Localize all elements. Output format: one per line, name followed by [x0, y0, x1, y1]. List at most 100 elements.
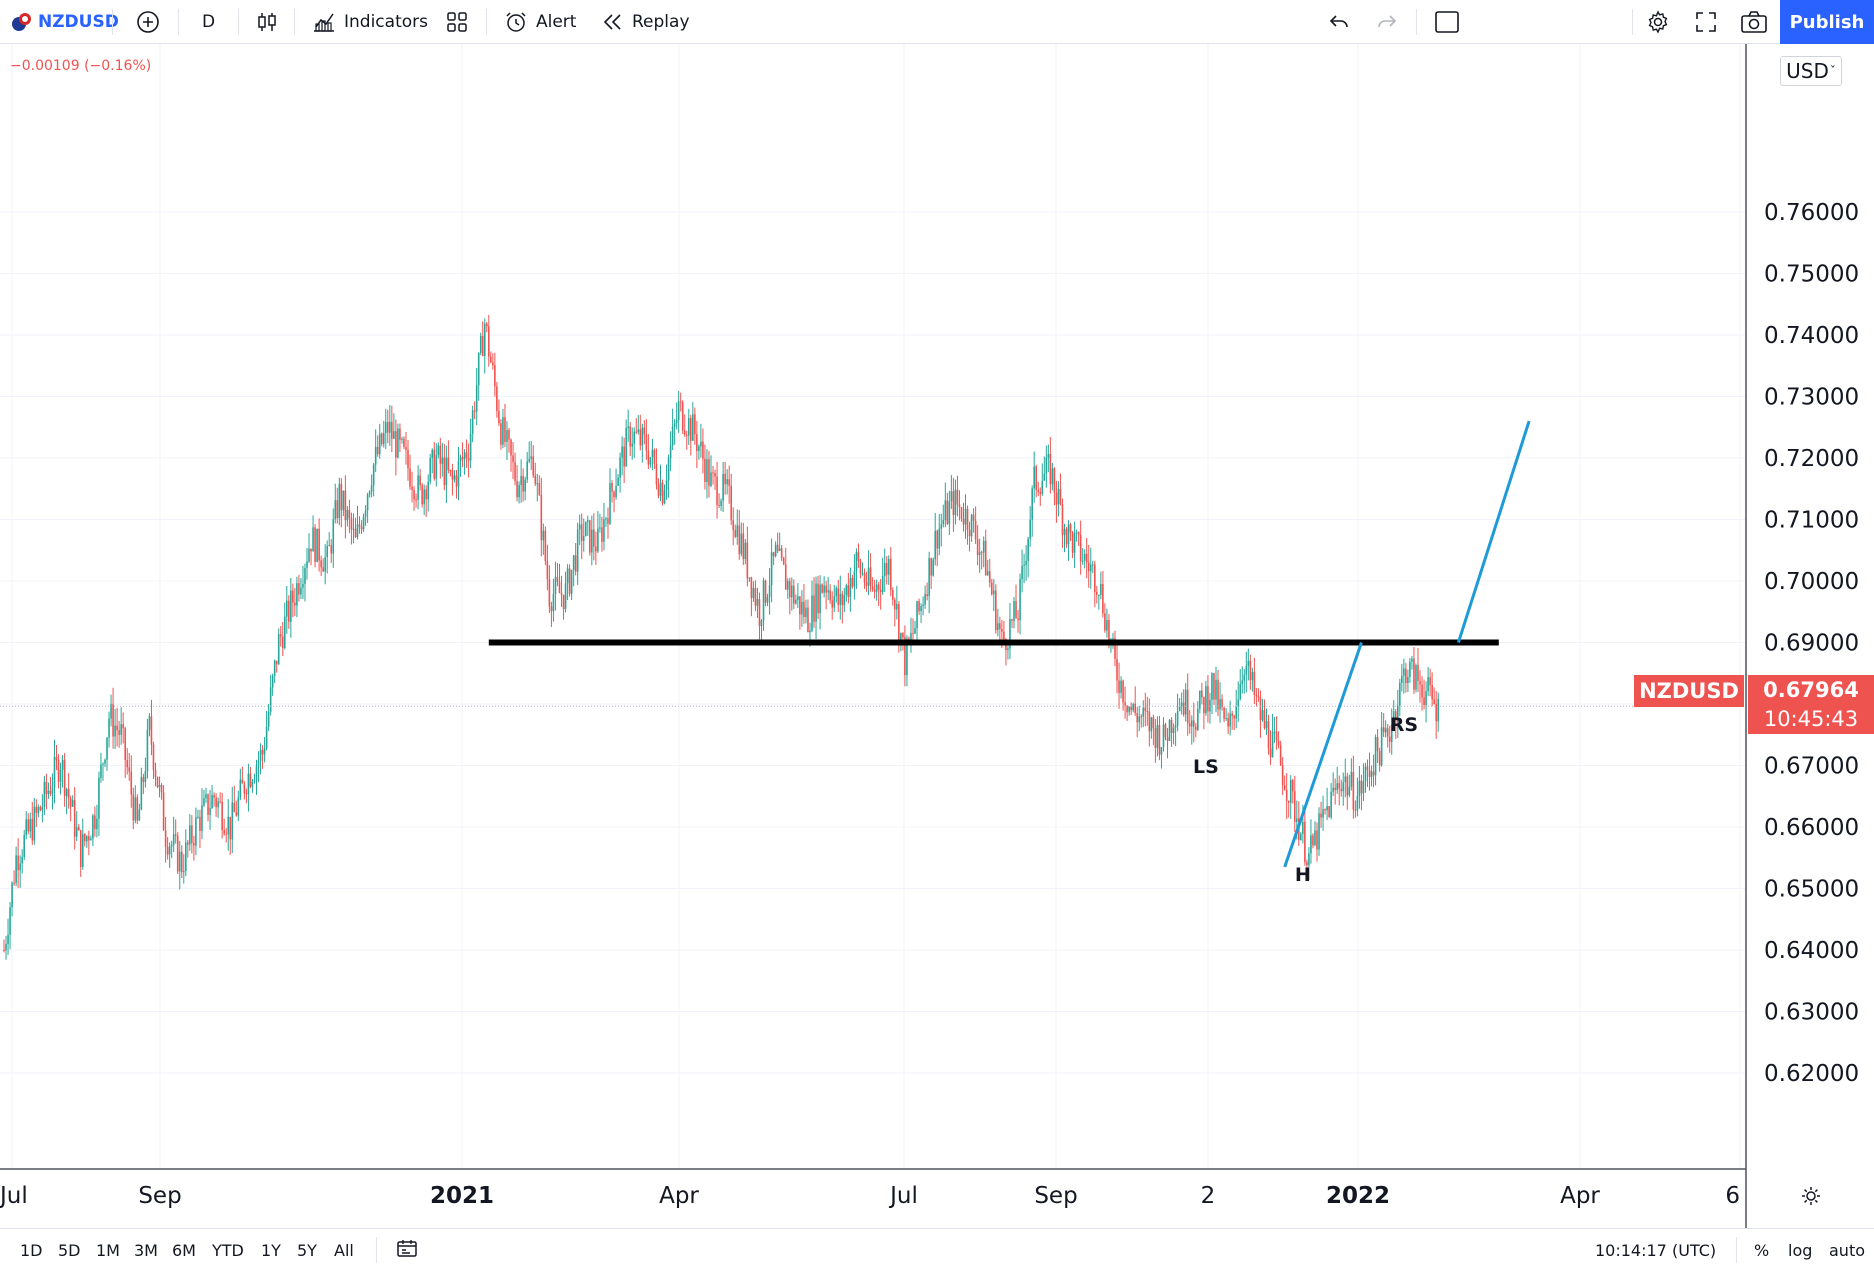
candle-body	[681, 402, 684, 431]
candle-body	[338, 483, 341, 519]
candle-body	[320, 560, 322, 568]
candle-body	[239, 779, 242, 798]
candle-body	[988, 571, 991, 583]
candle-body	[825, 585, 827, 593]
alert-button[interactable]: Alert	[504, 0, 576, 44]
time-axis-settings-button[interactable]	[1800, 1174, 1822, 1218]
fullscreen-button[interactable]	[1695, 0, 1717, 44]
candle-body	[217, 801, 219, 808]
price-tick-label: 0.76000	[1764, 200, 1859, 226]
fullscreen-icon	[1695, 11, 1717, 33]
candle-body	[900, 633, 902, 642]
clock-time-label[interactable]: 10:14:17 (UTC)	[1595, 1240, 1717, 1260]
candle-body	[277, 634, 280, 665]
candle-body	[1146, 711, 1149, 713]
range-5d-button[interactable]: 5D	[58, 1240, 81, 1260]
price-chart[interactable]: LS H RS 0.76000 0.75000 0.74000 0.73000 0.7200…	[0, 44, 1874, 1228]
candle-body	[847, 585, 850, 597]
price-tick-label: 0.64000	[1764, 938, 1859, 964]
candle-body	[1162, 724, 1165, 748]
candle-body	[873, 589, 876, 592]
range-3m-button[interactable]: 3M	[134, 1240, 158, 1260]
candle-body	[617, 477, 619, 486]
candle-body	[1094, 564, 1096, 592]
range-5y-button[interactable]: 5Y	[297, 1240, 317, 1260]
plus-circle-icon	[136, 10, 160, 34]
settings-button[interactable]	[1646, 0, 1670, 44]
candle-body	[1249, 660, 1252, 681]
candle-body	[653, 449, 656, 464]
candle-body	[770, 552, 773, 586]
currency-select[interactable]: USD ˇ	[1780, 56, 1842, 86]
candle-body	[1350, 771, 1353, 787]
range-1m-button[interactable]: 1M	[96, 1240, 120, 1260]
candle-body	[144, 771, 147, 782]
candle-body	[948, 501, 951, 524]
candle-body	[344, 490, 347, 521]
candle-body	[368, 491, 371, 495]
candle-body	[714, 472, 716, 477]
layouts-button[interactable]	[446, 0, 468, 44]
candle-body	[168, 846, 171, 855]
candle-body	[1053, 468, 1056, 493]
range-6m-button[interactable]: 6M	[172, 1240, 196, 1260]
candle-body	[1223, 707, 1225, 719]
symbol-search-button[interactable]: NZDUSD	[10, 0, 119, 44]
candle-body	[805, 607, 807, 617]
candle-body	[435, 455, 438, 479]
candle-body	[889, 558, 892, 591]
currency-flag-icon	[10, 11, 32, 33]
candle-body	[1001, 629, 1003, 632]
candle-body	[1259, 697, 1262, 721]
candle-body	[98, 777, 100, 819]
toolbar-divider	[178, 9, 179, 35]
indicators-button[interactable]: Indicators	[312, 0, 428, 44]
candle-body	[1170, 719, 1173, 734]
candle-body	[821, 584, 823, 593]
candle-body	[560, 592, 563, 595]
pattern-label: RS	[1390, 714, 1418, 736]
auto-scale-toggle[interactable]: auto	[1829, 1240, 1866, 1260]
chart-type-button[interactable]	[256, 0, 278, 44]
candle-body	[1211, 673, 1213, 700]
redo-button[interactable]	[1376, 0, 1398, 44]
candle-body	[245, 793, 248, 795]
candle-body	[1067, 524, 1070, 545]
candle-body	[956, 489, 959, 505]
range-ytd-button[interactable]: YTD	[212, 1240, 244, 1260]
candle-body	[41, 806, 44, 811]
candle-body	[734, 530, 737, 537]
candle-body	[952, 491, 955, 516]
candle-body	[1374, 737, 1377, 776]
candle-body	[1241, 680, 1244, 684]
candle-body	[1136, 713, 1139, 723]
publish-button[interactable]: Publish	[1780, 0, 1874, 44]
select-layout-button[interactable]	[1434, 0, 1460, 44]
go-to-date-button[interactable]	[396, 1229, 418, 1271]
trendline-1	[1283, 642, 1363, 868]
log-scale-toggle[interactable]: log	[1788, 1240, 1813, 1260]
candle-body	[849, 577, 852, 597]
compare-symbol-button[interactable]	[136, 0, 160, 44]
candle-body	[88, 836, 90, 841]
candle-body	[1279, 745, 1282, 766]
range-1d-button[interactable]: 1D	[20, 1240, 43, 1260]
candle-body	[1051, 468, 1054, 485]
candle-body	[958, 504, 961, 507]
undo-button[interactable]	[1328, 0, 1350, 44]
candle-body	[21, 856, 23, 864]
candle-body	[623, 446, 625, 467]
range-1y-button[interactable]: 1Y	[261, 1240, 281, 1260]
candle-body	[1328, 806, 1330, 818]
candle-body	[504, 417, 506, 442]
percent-scale-toggle[interactable]: %	[1754, 1240, 1770, 1260]
candle-body	[251, 781, 254, 787]
range-all-button[interactable]: All	[334, 1240, 354, 1260]
snapshot-button[interactable]	[1740, 0, 1768, 44]
replay-button[interactable]: Replay	[602, 0, 690, 44]
candle-body	[613, 491, 615, 498]
candle-body	[702, 441, 704, 459]
candle-body	[730, 485, 732, 521]
interval-button[interactable]: D	[202, 0, 215, 44]
candle-body	[1205, 686, 1207, 714]
